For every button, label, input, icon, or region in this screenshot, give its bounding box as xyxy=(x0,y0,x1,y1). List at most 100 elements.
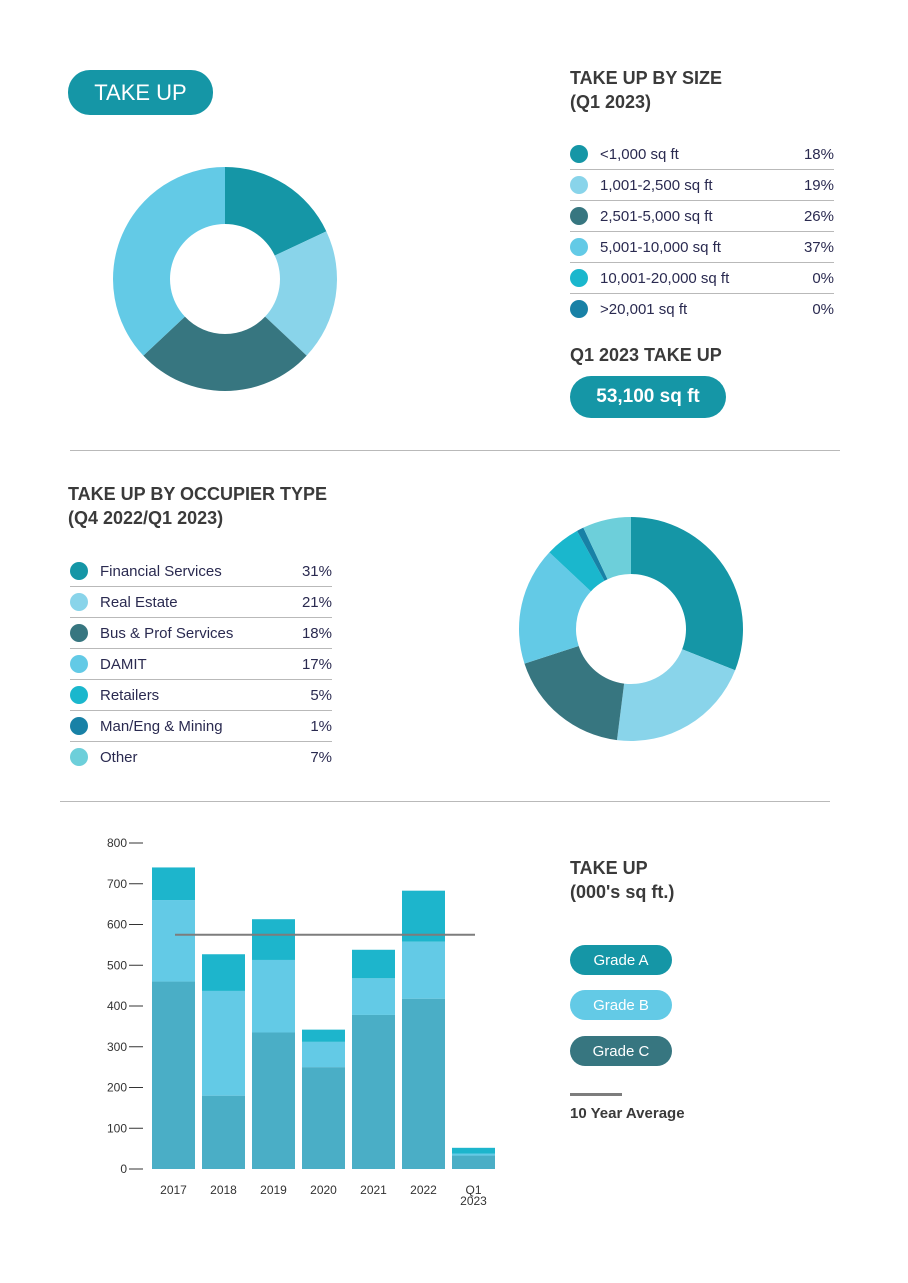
donut-slice--1-000-sq-ft xyxy=(225,167,327,256)
legend-swatch xyxy=(70,717,88,735)
occupier-legend-row: DAMIT 17% xyxy=(70,649,332,680)
x-tick-label: 2023 xyxy=(460,1194,487,1208)
legend-percent: 19% xyxy=(803,176,834,194)
legend-percent: 5% xyxy=(310,686,332,704)
grade-b-legend-pill: Grade B xyxy=(570,990,672,1020)
legend-swatch xyxy=(70,562,88,580)
average-legend-label: 10 Year Average xyxy=(570,1105,685,1122)
x-tick-label: 2022 xyxy=(410,1183,437,1197)
legend-label: Retailers xyxy=(100,686,160,704)
legend-label: >20,001 sq ft xyxy=(600,300,688,318)
bar-segment-grade-b xyxy=(402,941,445,999)
bar-segment-grade-c xyxy=(152,867,195,901)
occupier-legend-row: Retailers 5% xyxy=(70,680,332,711)
donut-slice-2-501-5-000-sq-ft xyxy=(143,316,307,391)
bar-subtitle: (000's sq ft.) xyxy=(570,882,675,902)
legend-swatch xyxy=(570,269,588,287)
bar-title: TAKE UP xyxy=(570,858,648,878)
legend-percent: 31% xyxy=(301,562,332,580)
legend-label: <1,000 sq ft xyxy=(600,145,679,163)
legend-label: 10,001-20,000 sq ft xyxy=(600,269,730,287)
bar-segment-grade-a xyxy=(252,1032,295,1169)
occupier-donut-chart xyxy=(519,517,743,741)
occupier-legend-row: Financial Services 31% xyxy=(70,556,332,587)
bar-segment-grade-c xyxy=(402,890,445,942)
legend-swatch xyxy=(70,593,88,611)
x-tick-label: Q1 xyxy=(465,1183,481,1197)
bar-segment-grade-a xyxy=(352,1014,395,1169)
bar-segment-grade-a xyxy=(452,1155,495,1169)
x-tick-label: 2018 xyxy=(210,1183,237,1197)
legend-label: Bus & Prof Services xyxy=(100,624,234,642)
x-tick-label: 2020 xyxy=(310,1183,337,1197)
legend-percent: 18% xyxy=(803,145,834,163)
grade-a-legend-pill: Grade A xyxy=(570,945,672,975)
bar-segment-grade-b xyxy=(352,978,395,1015)
size-legend-row: <1,000 sq ft 18% xyxy=(570,139,834,170)
bar-section-heading: TAKE UP (000's sq ft.) xyxy=(570,856,674,904)
size-section-heading: TAKE UP BY SIZE (Q1 2023) xyxy=(570,66,722,114)
legend-percent: 17% xyxy=(301,655,332,673)
donut-slice-1-001-2-500-sq-ft xyxy=(265,231,337,356)
legend-label: Other xyxy=(100,748,138,766)
y-tick-label: 800 xyxy=(107,836,127,850)
legend-label: 2,501-5,000 sq ft xyxy=(600,207,713,225)
occupier-title: TAKE UP BY OCCUPIER TYPE xyxy=(68,484,328,504)
legend-swatch xyxy=(570,207,588,225)
bar-segment-grade-b xyxy=(452,1153,495,1156)
x-tick-label: 2019 xyxy=(260,1183,287,1197)
divider-top xyxy=(70,450,840,451)
donut-slice-retailers xyxy=(549,530,605,592)
bar-segment-grade-a xyxy=(402,998,445,1169)
legend-percent: 7% xyxy=(310,748,332,766)
legend-percent: 1% xyxy=(310,717,332,735)
donut-slice-bus-prof-services xyxy=(524,645,625,741)
occupier-legend-row: Other 7% xyxy=(70,742,332,772)
size-legend-row: 1,001-2,500 sq ft 19% xyxy=(570,170,834,201)
occupier-section-heading: TAKE UP BY OCCUPIER TYPE (Q4 2022/Q1 202… xyxy=(68,482,327,530)
y-tick-label: 100 xyxy=(107,1121,127,1135)
bar-segment-grade-c xyxy=(202,954,245,991)
size-legend-row: >20,001 sq ft 0% xyxy=(570,294,834,324)
donut-slice-other xyxy=(583,517,631,580)
donut-slice-5-001-10-000-sq-ft xyxy=(112,167,225,356)
q1-takeup-label: Q1 2023 TAKE UP xyxy=(570,345,722,365)
average-legend-line xyxy=(570,1093,622,1096)
legend-swatch xyxy=(70,624,88,642)
y-tick-label: 500 xyxy=(107,958,127,972)
legend-swatch xyxy=(570,145,588,163)
legend-swatch xyxy=(570,176,588,194)
legend-swatch xyxy=(70,686,88,704)
bar-segment-grade-a xyxy=(202,1095,245,1169)
donut-slice-damit xyxy=(519,552,591,664)
occupier-legend-row: Real Estate 21% xyxy=(70,587,332,618)
y-tick-label: 400 xyxy=(107,999,127,1013)
bar-segment-grade-b xyxy=(252,959,295,1033)
legend-percent: 37% xyxy=(803,238,834,256)
y-tick-label: 600 xyxy=(107,918,127,932)
legend-swatch xyxy=(570,300,588,318)
legend-label: 5,001-10,000 sq ft xyxy=(600,238,721,256)
occupier-legend-row: Man/Eng & Mining 1% xyxy=(70,711,332,742)
bar-segment-grade-c xyxy=(252,919,295,960)
legend-swatch xyxy=(570,238,588,256)
x-tick-label: 2021 xyxy=(360,1183,387,1197)
q1-takeup-value-pill: 53,100 sq ft xyxy=(570,376,726,418)
legend-percent: 18% xyxy=(301,624,332,642)
bar-segment-grade-b xyxy=(202,990,245,1096)
legend-label: Real Estate xyxy=(100,593,178,611)
bar-segment-grade-b xyxy=(302,1041,345,1068)
bar-segment-grade-c xyxy=(302,1029,345,1042)
legend-percent: 0% xyxy=(812,269,834,287)
legend-label: DAMIT xyxy=(100,655,147,673)
legend-swatch xyxy=(70,655,88,673)
legend-percent: 0% xyxy=(812,300,834,318)
size-donut-chart xyxy=(112,167,337,391)
legend-percent: 21% xyxy=(301,593,332,611)
bar-segment-grade-a xyxy=(302,1067,345,1169)
size-subtitle: (Q1 2023) xyxy=(570,92,652,112)
y-tick-label: 200 xyxy=(107,1081,127,1095)
y-tick-label: 0 xyxy=(120,1162,127,1176)
occupier-subtitle: (Q4 2022/Q1 2023) xyxy=(68,508,224,528)
size-legend-row: 5,001-10,000 sq ft 37% xyxy=(570,232,834,263)
